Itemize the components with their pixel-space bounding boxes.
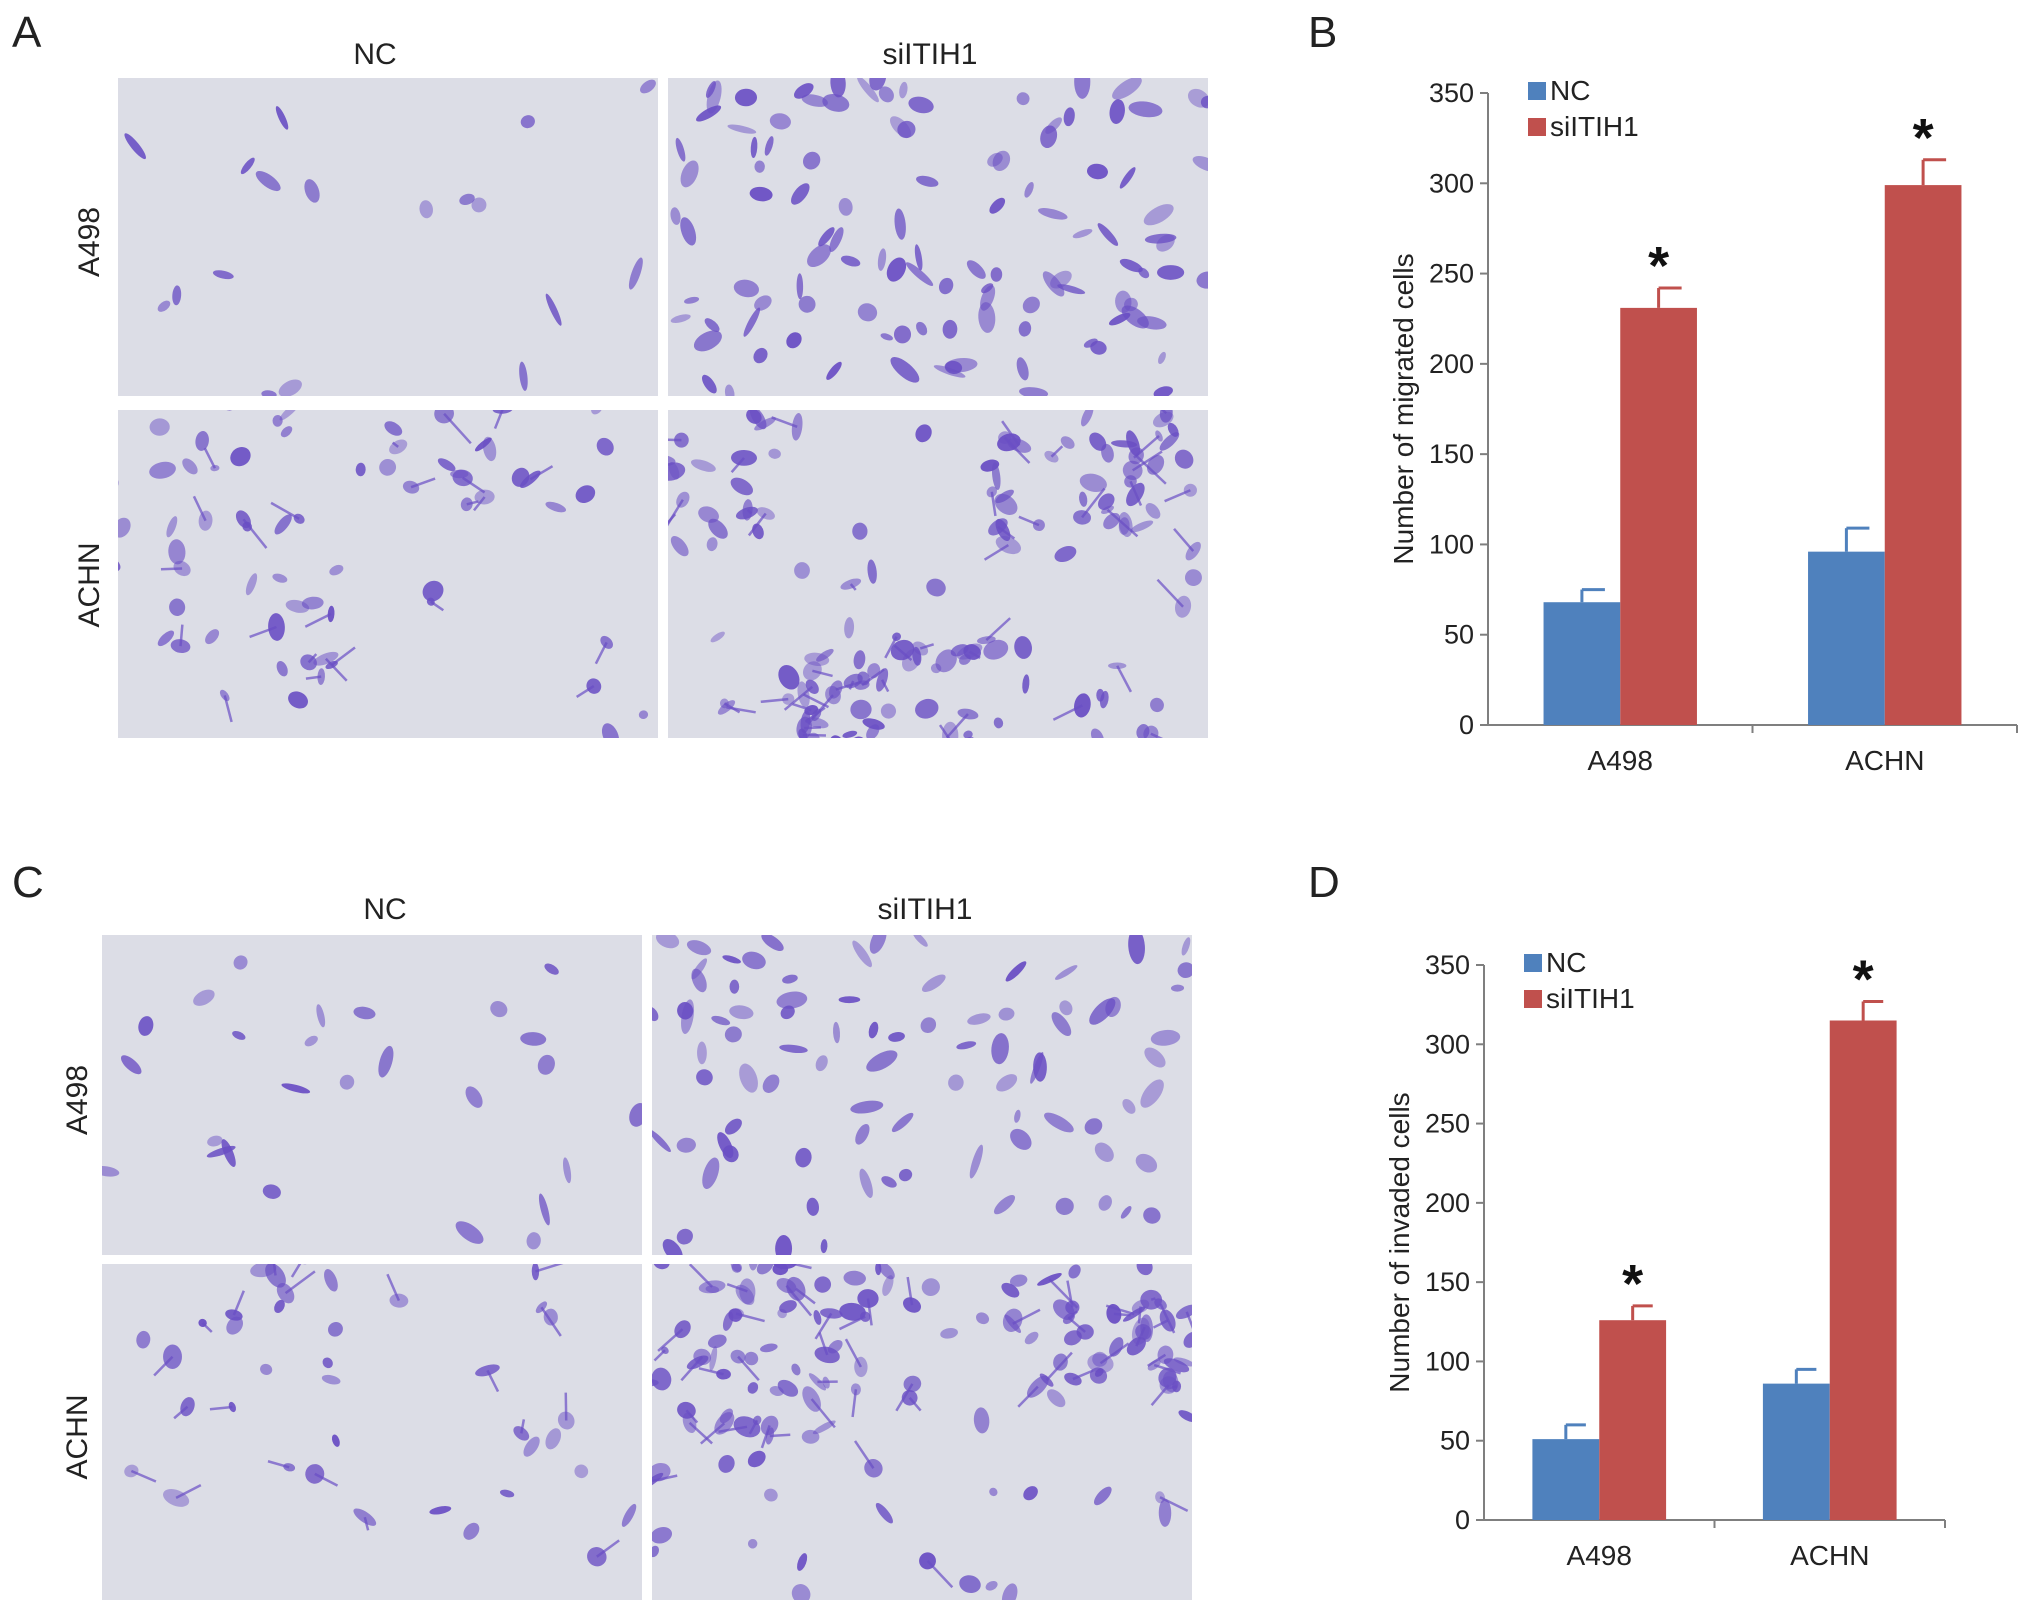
legend-label-siitih1: siITIH1: [1546, 983, 1635, 1014]
y-tick-label: 100: [1429, 529, 1474, 559]
bar-nc-achn: [1762, 1383, 1830, 1520]
legend-swatch-nc: [1528, 82, 1546, 100]
y-axis-title: Number of migrated cells: [1388, 253, 1419, 564]
y-tick-label: 0: [1455, 1505, 1470, 1535]
y-tick-label: 150: [1429, 439, 1474, 469]
bar-nc-achn: [1808, 551, 1885, 725]
column-title-siitih1: siITIH1: [877, 893, 973, 926]
legend-swatch-siitih1: [1524, 990, 1542, 1008]
micrograph-c-achn-nc: [102, 1264, 642, 1600]
row-label-a498: A498: [61, 1064, 94, 1136]
significance-asterisk: *: [1622, 1254, 1643, 1314]
row-label-achn: ACHN: [73, 542, 106, 628]
bar-siitih1-achn: [1829, 1020, 1897, 1520]
y-tick-label: 100: [1425, 1346, 1470, 1376]
y-tick-label: 50: [1444, 620, 1474, 650]
panel-letter-a: A: [12, 8, 42, 57]
y-tick-label: 200: [1429, 349, 1474, 379]
bar-siitih1-a498: [1620, 307, 1697, 725]
legend-label-nc: NC: [1546, 947, 1586, 978]
x-tick-label-a498: A498: [1588, 745, 1653, 776]
micrograph-a-achn-siitih1: [668, 410, 1208, 738]
micrograph-a-a498-siitih1: [668, 78, 1208, 396]
micrograph-c-a498-siitih1: [652, 935, 1192, 1255]
row-label-achn: ACHN: [61, 1394, 94, 1480]
significance-asterisk: *: [1913, 108, 1934, 168]
micrograph-c-achn-siitih1: [652, 1264, 1192, 1600]
legend-label-nc: NC: [1550, 75, 1590, 106]
bar-siitih1-a498: [1599, 1320, 1667, 1520]
y-tick-label: 250: [1429, 259, 1474, 289]
bar-siitih1-achn: [1884, 185, 1962, 725]
column-title-nc: NC: [363, 893, 407, 926]
significance-asterisk: *: [1853, 949, 1874, 1009]
y-tick-label: 50: [1440, 1426, 1470, 1456]
x-tick-label-achn: ACHN: [1845, 745, 1924, 776]
y-tick-label: 150: [1425, 1267, 1470, 1297]
panel-letter-d: D: [1308, 858, 1340, 907]
y-tick-label: 300: [1425, 1029, 1470, 1059]
micrograph-a-achn-nc: [118, 410, 658, 738]
bar-nc-a498: [1543, 602, 1621, 725]
micrograph-a-a498-nc: [118, 78, 658, 396]
bar-chart-migration: 0 50 100 150 200 250 300 350 Number of migrated …: [1300, 60, 2030, 800]
legend-label-siitih1: siITIH1: [1550, 111, 1639, 142]
column-title-siitih1: siITIH1: [882, 38, 978, 71]
y-tick-label: 300: [1429, 168, 1474, 198]
bar-nc-a498: [1532, 1439, 1600, 1520]
y-tick-label: 350: [1429, 78, 1474, 108]
panel-letter-b: B: [1308, 8, 1338, 57]
x-tick-label-achn: ACHN: [1790, 1540, 1869, 1571]
y-tick-label: 350: [1425, 950, 1470, 980]
micrograph-c-a498-nc: [102, 935, 642, 1255]
column-title-nc: NC: [353, 38, 397, 71]
legend-swatch-nc: [1524, 954, 1542, 972]
y-tick-label: 250: [1425, 1109, 1470, 1139]
row-label-a498: A498: [73, 206, 106, 278]
panel-letter-c: C: [12, 858, 44, 907]
y-tick-label: 200: [1425, 1188, 1470, 1218]
y-axis-title: Number of invaded cells: [1384, 1092, 1415, 1392]
significance-asterisk: *: [1648, 236, 1669, 296]
bar-chart-invasion: 0 50 100 150 200 250 300 350 Number of invaded c…: [1300, 935, 2030, 1605]
legend-swatch-siitih1: [1528, 118, 1546, 136]
x-tick-label-a498: A498: [1567, 1540, 1632, 1571]
y-tick-label: 0: [1459, 710, 1474, 740]
